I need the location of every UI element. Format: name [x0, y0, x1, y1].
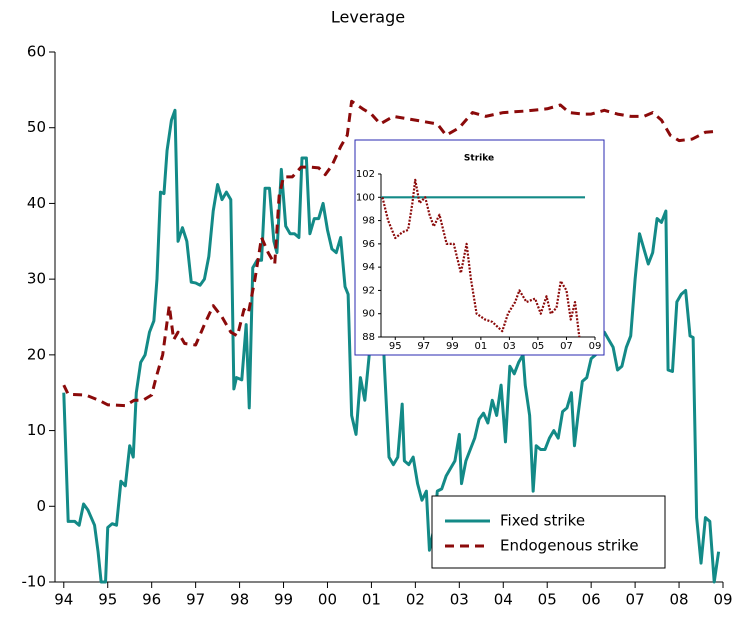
inset-chart: Strike 88 90 92 94 96 98 100 102 95 97 99 01 03 05 07 09	[354, 139, 605, 356]
x-tick-label: 09	[589, 341, 602, 352]
y-tick-label: 98	[362, 216, 375, 227]
series-line	[62, 99, 715, 408]
y-tick-label: 50	[27, 118, 46, 136]
x-tick-label: 01	[474, 341, 487, 352]
y-tick-label: -10	[22, 573, 47, 591]
x-tick-label: 96	[142, 591, 161, 609]
series-line	[381, 178, 581, 338]
x-tick-label: 99	[274, 591, 293, 609]
x-tick-label: 09	[713, 591, 732, 609]
y-tick-label: 30	[27, 270, 46, 288]
x-tick-label: 98	[230, 591, 249, 609]
y-tick-label: 0	[36, 497, 46, 515]
x-tick-label: 07	[560, 341, 573, 352]
y-tick-label: 94	[362, 262, 375, 273]
legend-label: Fixed strike	[500, 512, 585, 530]
legend-frame	[431, 495, 666, 569]
x-tick-label: 05	[532, 341, 545, 352]
x-tick-label: 99	[446, 341, 459, 352]
chart-title: Strike	[464, 154, 494, 164]
x-tick-label: 00	[318, 591, 337, 609]
y-tick-label: 60	[27, 43, 46, 61]
y-tick-label: 90	[362, 309, 375, 320]
x-tick-label: 97	[186, 591, 205, 609]
x-tick-label: 95	[98, 591, 117, 609]
y-tick-label: 88	[362, 332, 375, 343]
legend: Fixed strike Endogenous strike	[431, 495, 666, 569]
x-tick-label: 94	[54, 591, 73, 609]
x-tick-label: 04	[494, 591, 513, 609]
y-tick-label: 100	[356, 192, 375, 203]
x-tick-label: 07	[626, 591, 645, 609]
legend-label: Endogenous strike	[500, 537, 639, 555]
y-tick-label: 10	[27, 421, 46, 439]
chart-title: Leverage	[331, 8, 405, 27]
x-tick-label: 97	[417, 341, 430, 352]
x-tick-label: 05	[538, 591, 557, 609]
x-tick-label: 03	[503, 341, 516, 352]
x-tick-label: 08	[670, 591, 689, 609]
x-tick-label: 95	[389, 341, 402, 352]
y-tick-label: 92	[362, 285, 375, 296]
inset-frame	[354, 139, 605, 356]
y-tick-label: 102	[356, 169, 375, 180]
series-line	[62, 108, 721, 584]
y-tick-label: 96	[362, 239, 375, 250]
x-tick-label: 02	[406, 591, 425, 609]
y-tick-label: 20	[27, 345, 46, 363]
x-tick-label: 03	[450, 591, 469, 609]
y-tick-label: 40	[27, 194, 46, 212]
x-tick-label: 01	[362, 591, 381, 609]
x-tick-label: 06	[582, 591, 601, 609]
